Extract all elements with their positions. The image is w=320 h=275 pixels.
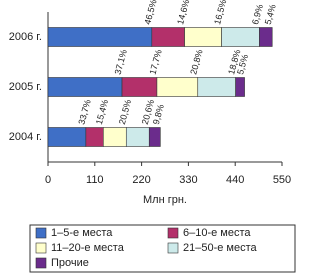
bar-segment <box>125 127 150 147</box>
value-label: 20,8% <box>188 48 204 75</box>
legend-swatch <box>35 227 47 239</box>
x-tick-label: 440 <box>226 174 244 186</box>
legend-label: 6–10-е места <box>183 227 251 239</box>
legend-box <box>29 224 296 273</box>
y-tick-label: 2004 г. <box>9 131 42 143</box>
value-label: 33,7% <box>76 98 92 125</box>
bar-segment <box>184 27 222 47</box>
value-label: 37,1% <box>113 48 129 75</box>
legend-label: Прочие <box>51 257 89 269</box>
chart: Млн грн. 0 110 220 330 440 550 2006 г. 46,5% 14,… <box>9 0 296 273</box>
value-label: 14,6% <box>175 0 191 26</box>
x-tick-label: 330 <box>179 174 197 186</box>
value-label: 16,5% <box>212 0 228 26</box>
legend-label: 21–50-е места <box>183 242 258 254</box>
legend-swatch <box>35 242 47 254</box>
x-tick-label: 0 <box>45 174 51 186</box>
bar-segment <box>197 77 236 97</box>
bar-segment <box>47 27 153 47</box>
x-axis-label: Млн грн. <box>143 194 187 206</box>
bar-segment <box>47 77 123 97</box>
bar-segment <box>151 27 185 47</box>
value-label: 20,5% <box>117 98 133 125</box>
x-tick-label: 220 <box>132 174 150 186</box>
value-label: 46,5% <box>142 0 158 26</box>
bar-segment <box>85 127 104 147</box>
bar-segment <box>148 127 161 147</box>
value-label: 5,4% <box>263 3 278 25</box>
legend-label: 1–5-е места <box>51 227 113 239</box>
y-tick-label: 2005 г. <box>9 81 42 93</box>
legend-swatch <box>167 242 179 254</box>
legend-swatch <box>167 227 179 239</box>
legend-label: 11–20-е места <box>51 242 125 254</box>
bar-segment <box>121 77 158 97</box>
bar-segment <box>47 127 87 147</box>
x-tick-label: 110 <box>86 174 104 186</box>
bar-segment <box>156 77 199 97</box>
y-tick-label: 2006 г. <box>9 31 42 43</box>
bar-segment <box>221 27 260 47</box>
value-label: 15,4% <box>94 98 110 125</box>
x-tick-label: 550 <box>273 174 291 186</box>
bar-segment <box>103 127 127 147</box>
bar-segment <box>235 77 245 97</box>
legend-swatch <box>35 257 47 269</box>
value-label: 17,7% <box>147 48 163 75</box>
bar-segment <box>259 27 273 47</box>
